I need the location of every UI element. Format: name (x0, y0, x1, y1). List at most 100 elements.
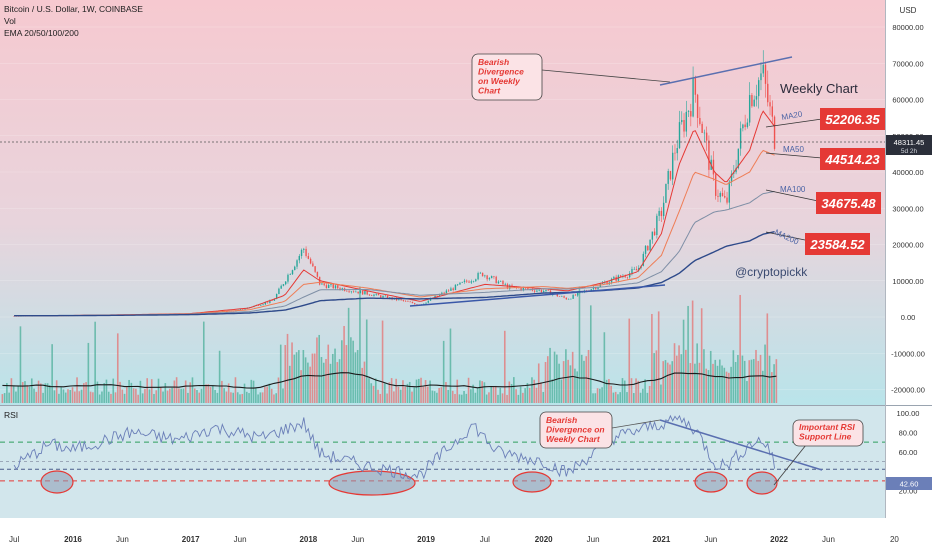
candle-body (769, 102, 771, 107)
rsi-legend[interactable]: RSI (4, 410, 18, 420)
ma200-value-badge (805, 233, 870, 255)
candle-body (330, 284, 332, 286)
time-tick-label[interactable]: Jun (234, 535, 247, 544)
rsi-resistance-trendline[interactable] (659, 419, 823, 471)
candle-body (384, 295, 386, 297)
price-divergence-callout-box[interactable] (471, 53, 543, 101)
time-tick-label[interactable]: 2021 (652, 535, 670, 544)
rsi-oval-2022[interactable] (746, 471, 778, 495)
rsi-tick-label[interactable]: 60.00 (899, 448, 918, 457)
volume-bar (40, 383, 42, 403)
volume-bar (608, 379, 610, 403)
candle-body (300, 249, 303, 256)
rsi-support-pointer (773, 439, 811, 486)
volume-bar (420, 377, 422, 403)
volume-bar (651, 313, 653, 403)
volume-bar (621, 378, 624, 403)
volume-bar (635, 378, 637, 403)
candle-body (445, 290, 448, 294)
rsi-oval-2021[interactable] (694, 471, 728, 493)
volume-bar (406, 383, 409, 403)
volume-bar (96, 381, 99, 403)
candle-body (681, 120, 683, 123)
volume-bar (442, 340, 445, 403)
price-tick-label[interactable]: 60000.00 (892, 96, 923, 105)
time-tick-label[interactable]: Jun (116, 535, 129, 544)
volume-bar (243, 383, 246, 403)
rsi-support-ovals[interactable] (40, 470, 778, 496)
volume-bar (49, 385, 51, 403)
rsi-tick-label[interactable]: 100.00 (897, 409, 920, 418)
time-tick-label[interactable]: 2020 (535, 535, 553, 544)
time-tick-label[interactable]: Jul (480, 535, 490, 544)
volume-bar (655, 350, 658, 403)
rsi-oval-2020[interactable] (512, 471, 552, 493)
time-tick-label[interactable]: Jun (704, 535, 717, 544)
symbol-title[interactable]: Bitcoin / U.S. Dollar, 1W, COINBASE (4, 4, 143, 14)
price-support-trendline[interactable] (409, 284, 666, 307)
volume-bar (470, 389, 472, 403)
time-tick-label[interactable]: 2017 (182, 535, 200, 544)
price-tick-label[interactable]: -20000.00 (891, 386, 925, 395)
rsi-axis-ticks[interactable]: 100.00 80.00 60.00 20.00 (897, 409, 920, 496)
candle-body (705, 132, 708, 141)
rsi-support-callout-box[interactable] (792, 419, 864, 447)
time-tick-label[interactable]: Jun (587, 535, 600, 544)
candle-body (257, 305, 260, 306)
rsi-tick-label[interactable]: 80.00 (899, 428, 918, 437)
candle-body (626, 277, 629, 278)
candle-body (328, 285, 330, 289)
ma100-label: MA100 (780, 185, 806, 194)
time-tick-label[interactable]: 2018 (299, 535, 317, 544)
candle-body (450, 288, 452, 291)
time-tick-label[interactable]: 2019 (417, 535, 435, 544)
candle-body (597, 286, 599, 289)
volume-bar (748, 360, 751, 403)
volume-bar (334, 348, 336, 403)
price-tick-label[interactable]: 40000.00 (892, 168, 923, 177)
price-tick-label[interactable]: 70000.00 (892, 59, 923, 68)
time-axis-ticks[interactable]: Jul 2016 Jun 2017 Jun 2018 Jun 2019 Jul 2020 Jun 20… (9, 535, 899, 544)
candle-body (760, 73, 762, 81)
volume-bar (309, 366, 311, 403)
volume-bar (560, 379, 563, 403)
volume-legend[interactable]: Vol (4, 16, 16, 26)
currency-label[interactable]: USD (900, 6, 917, 15)
time-tick-label[interactable]: Jul (9, 535, 19, 544)
candle-body (649, 239, 651, 251)
rsi-tick-label[interactable]: 20.00 (899, 487, 918, 496)
time-tick-label[interactable]: Jun (351, 535, 364, 544)
rsi-oval-2018[interactable] (328, 470, 416, 496)
volume-bar (379, 393, 382, 403)
ma200-value: 23584.52 (809, 237, 865, 252)
rsi-divergence-callout-box[interactable] (539, 411, 613, 449)
time-tick-label[interactable]: Jun (822, 535, 835, 544)
time-tick-label[interactable]: 20 (890, 535, 899, 544)
volume-bar (245, 391, 248, 403)
price-tick-label[interactable]: 30000.00 (892, 204, 923, 213)
candle-body (653, 231, 656, 236)
price-tick-label[interactable]: 80000.00 (892, 23, 923, 32)
volume-bar (571, 351, 574, 403)
ema-legend[interactable]: EMA 20/50/100/200 (4, 28, 79, 38)
price-tick-label[interactable]: -10000.00 (891, 349, 925, 358)
rsi-callout-pointer (611, 419, 661, 429)
price-axis-background (885, 0, 932, 550)
price-tick-label[interactable]: 10000.00 (892, 277, 923, 286)
candle-body (527, 288, 529, 290)
volume-bar (687, 305, 689, 403)
volume-bar (551, 379, 554, 403)
candle-body (762, 64, 764, 74)
rsi-oval-2015[interactable] (40, 470, 74, 494)
candle-body (341, 288, 343, 290)
time-tick-label[interactable]: 2022 (770, 535, 788, 544)
candle-body (751, 95, 753, 107)
price-tick-label[interactable]: 20000.00 (892, 241, 923, 250)
volume-bar (347, 307, 350, 403)
time-tick-label[interactable]: 2016 (64, 535, 82, 544)
price-tick-label[interactable]: 0.00 (901, 313, 916, 322)
volume-bar (451, 390, 454, 403)
price-resistance-trendline[interactable] (659, 56, 793, 86)
volume-bar (178, 388, 180, 403)
candle-body (291, 270, 294, 275)
